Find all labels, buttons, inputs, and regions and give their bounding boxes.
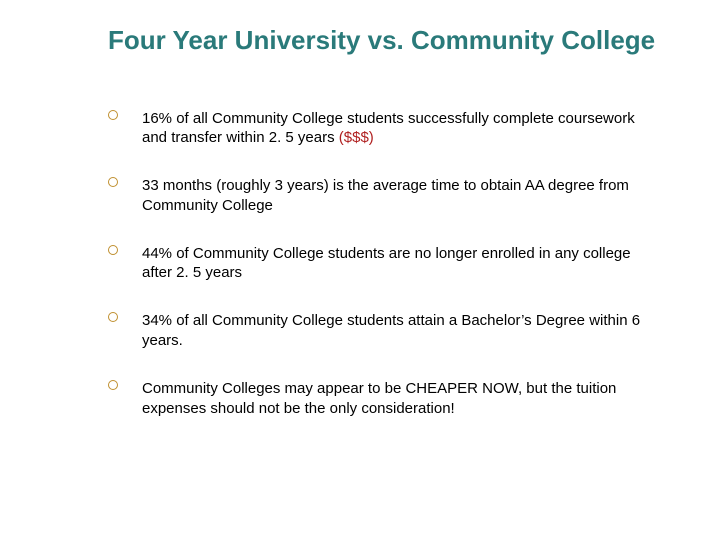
circle-bullet-icon: [108, 177, 118, 187]
circle-bullet-icon: [108, 110, 118, 120]
bullet-highlight: ($$$): [339, 129, 374, 146]
slide-title: Four Year University vs. Community Colle…: [108, 24, 660, 57]
list-item: 34% of all Community College students at…: [108, 311, 660, 351]
bullet-list: 16% of all Community College students su…: [108, 109, 660, 419]
bullet-text: Community Colleges may appear to be CHEA…: [142, 380, 616, 417]
list-item: 44% of Community College students are no…: [108, 244, 660, 284]
slide-container: Four Year University vs. Community Colle…: [0, 0, 720, 540]
circle-bullet-icon: [108, 312, 118, 322]
bullet-text: 34% of all Community College students at…: [142, 312, 640, 349]
bullet-text: 33 months (roughly 3 years) is the avera…: [142, 177, 629, 214]
bullet-text: 16% of all Community College students su…: [142, 110, 635, 147]
circle-bullet-icon: [108, 380, 118, 390]
bullet-text: 44% of Community College students are no…: [142, 245, 631, 282]
list-item: 33 months (roughly 3 years) is the avera…: [108, 176, 660, 216]
list-item: 16% of all Community College students su…: [108, 109, 660, 149]
list-item: Community Colleges may appear to be CHEA…: [108, 379, 660, 419]
circle-bullet-icon: [108, 245, 118, 255]
